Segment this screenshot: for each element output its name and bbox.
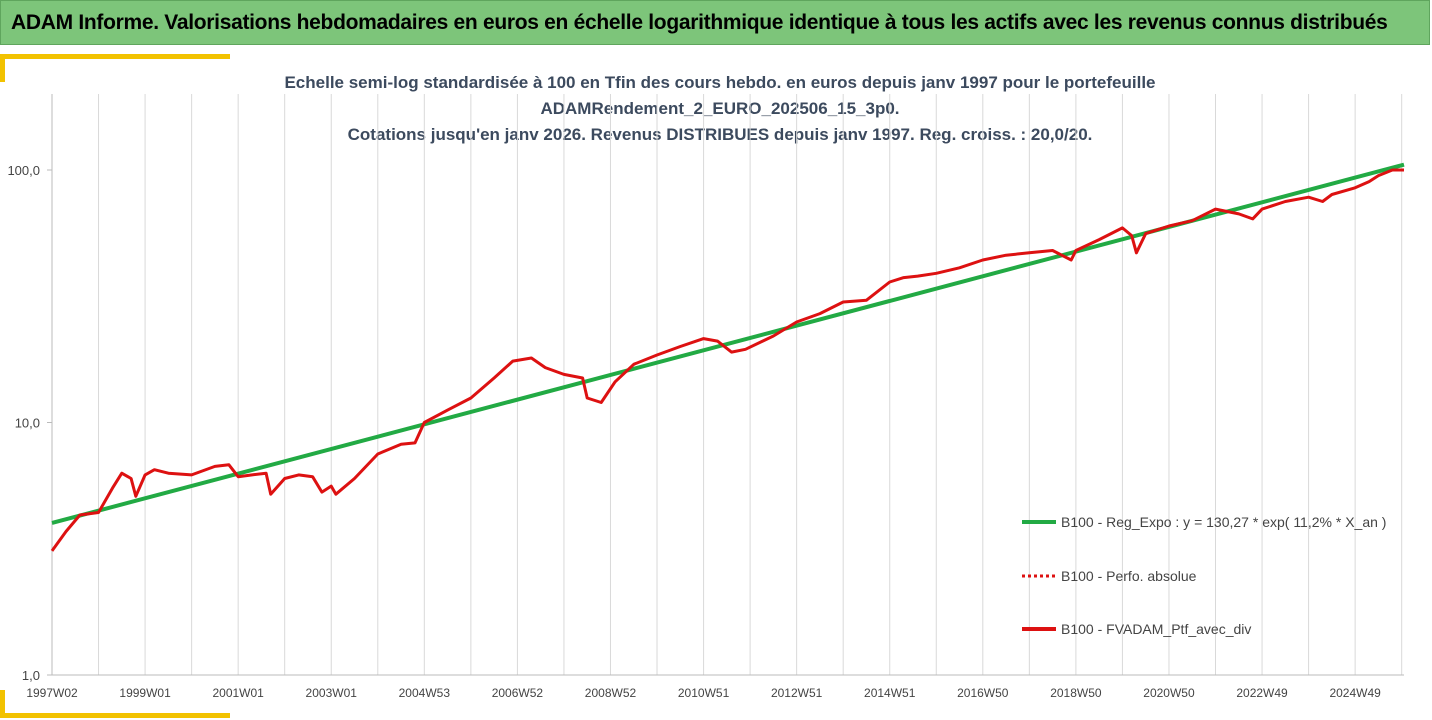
- legend-entry-label: B100 - Reg_Expo : y = 130,27 * exp( 11,2…: [1061, 514, 1386, 530]
- y-tick-label: 100,0: [7, 163, 40, 178]
- x-tick-label: 2001W01: [212, 686, 264, 700]
- axis-layer: 1,0 10,0 100,0 1997W02 1999W01 2001W01 2003W01…: [7, 94, 1404, 700]
- x-tick-label: 2010W51: [678, 686, 730, 700]
- x-tick-label: 2008W52: [585, 686, 637, 700]
- accent-bar-bottom: [0, 713, 230, 718]
- chart-title: Echelle semi-log standardisée à 100 en T…: [220, 70, 1220, 148]
- x-tick-label: 2022W49: [1236, 686, 1288, 700]
- x-tick-label: 2024W49: [1329, 686, 1381, 700]
- x-tick-label: 1999W01: [119, 686, 171, 700]
- accent-bar-bottom-left: [0, 690, 5, 718]
- y-tick-label: 1,0: [22, 668, 40, 683]
- grid-layer: [51, 94, 1403, 675]
- chart-title-line-3: Cotations jusqu'en janv 2026. Revenus DI…: [347, 125, 1093, 144]
- y-tick-label: 10,0: [15, 416, 40, 431]
- legend-entry-label: B100 - FVADAM_Ptf_avec_div: [1061, 621, 1251, 637]
- portfolio-line: [50, 168, 1404, 552]
- regression-line: [51, 162, 1405, 525]
- chart-title-line-1: Echelle semi-log standardisée à 100 en T…: [284, 73, 1156, 92]
- accent-bar-top-left: [0, 54, 5, 82]
- legend: B100 - Reg_Expo : y = 130,27 * exp( 11,2…: [1022, 514, 1386, 637]
- series-layer: [50, 162, 1405, 552]
- x-tick-label: 2004W53: [399, 686, 451, 700]
- x-tick-label: 2020W50: [1143, 686, 1195, 700]
- header-bar: ADAM Informe. Valorisations hebdomadaire…: [0, 0, 1430, 45]
- chart-title-line-2: ADAMRendement_2_EURO_202506_15_3p0.: [540, 99, 900, 118]
- x-tick-label: 2016W50: [957, 686, 1009, 700]
- page-title: ADAM Informe. Valorisations hebdomadaire…: [11, 11, 1388, 34]
- x-tick-label: 2012W51: [771, 686, 823, 700]
- x-tick-label: 1997W02: [26, 686, 78, 700]
- x-tick-label: 2018W50: [1050, 686, 1102, 700]
- accent-bar-top: [0, 54, 230, 59]
- x-tick-label: 2003W01: [306, 686, 358, 700]
- x-tick-label: 2014W51: [864, 686, 916, 700]
- x-tick-label: 2006W52: [492, 686, 544, 700]
- legend-entry-label: B100 - Perfo. absolue: [1061, 568, 1197, 584]
